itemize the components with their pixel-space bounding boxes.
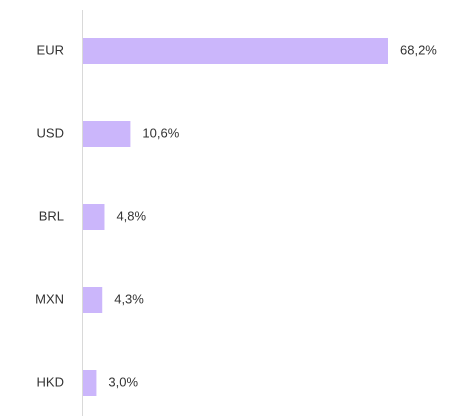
value-label: 10,6% [142,125,179,140]
value-label: 68,2% [400,42,437,57]
value-label: 3,0% [108,374,138,389]
y-tick-label: EUR [37,42,64,57]
y-tick-label: MXN [35,291,64,306]
y-tick-label: HKD [37,374,64,389]
y-tick-label: USD [37,125,64,140]
bar [83,287,103,313]
value-label: 4,3% [114,291,144,306]
bar [83,38,388,64]
value-label: 4,8% [116,208,146,223]
y-tick-label: BRL [39,208,64,223]
bar [83,121,131,147]
bar [83,204,105,230]
bar [83,370,97,396]
